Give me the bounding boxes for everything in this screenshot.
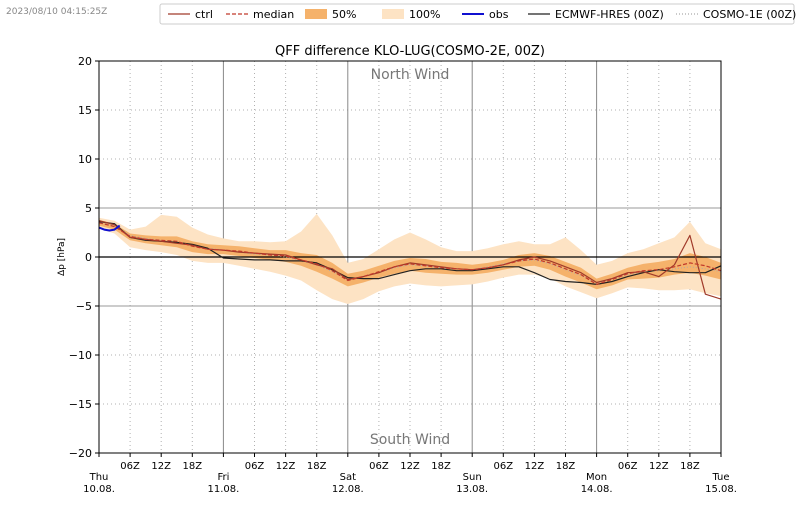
y-tick-label: 20	[78, 55, 92, 68]
x-hour-label: 18Z	[183, 461, 203, 472]
y-tick-label: −15	[69, 398, 92, 411]
legend-item-ctrl: ctrl	[168, 8, 213, 21]
legend-label: 50%	[332, 8, 356, 21]
x-hour-label: 06Z	[618, 461, 638, 472]
y-tick-label: 15	[78, 104, 92, 117]
legend-label: ECMWF-HRES (00Z)	[555, 8, 664, 21]
legend-item-obs: obs	[462, 8, 509, 21]
y-tick-label: −10	[69, 349, 92, 362]
x-axis: 06Z 12Z 18Z 06Z 12Z 18Z 06Z 12Z 18Z 06Z 12Z 18Z 06Z 1…	[83, 453, 737, 495]
x-day-label: Sat	[340, 472, 356, 483]
x-hour-label: 12Z	[525, 461, 545, 472]
x-date-label: 11.08.	[207, 484, 239, 495]
y-tick-label: −5	[76, 300, 92, 313]
x-day-label: Fri	[217, 472, 229, 483]
y-tick-label: 10	[78, 153, 92, 166]
y-axis-label: Δp [hPa]	[57, 238, 67, 276]
x-date-label: 14.08.	[581, 484, 613, 495]
series-median	[99, 222, 721, 285]
x-hour-label: 18Z	[556, 461, 576, 472]
band-50-percent	[99, 219, 721, 290]
legend-label: ctrl	[195, 8, 213, 21]
x-date-label: 15.08.	[705, 484, 737, 495]
x-day-label: Mon	[586, 472, 607, 483]
legend-label: COSMO-1E (00Z)	[703, 8, 796, 21]
x-hour-label: 06Z	[245, 461, 265, 472]
x-day-label: Thu	[89, 472, 109, 483]
x-day-label: Tue	[711, 472, 729, 483]
x-hour-label: 12Z	[276, 461, 296, 472]
timestamp: 2023/08/10 04:15:25Z	[6, 7, 108, 17]
x-hour-label: 18Z	[431, 461, 451, 472]
legend-item-ecmwf: ECMWF-HRES (00Z)	[528, 8, 664, 21]
series-ecmwf-hres	[99, 221, 721, 285]
x-hour-label: 12Z	[649, 461, 669, 472]
legend-label: median	[253, 8, 294, 21]
x-day-label: Sun	[463, 472, 482, 483]
chart-title: QFF difference KLO-LUG(COSMO-2E, 00Z)	[275, 44, 545, 59]
y-tick-label: −20	[69, 447, 92, 460]
x-hour-label: 18Z	[680, 461, 700, 472]
x-date-label: 12.08.	[332, 484, 364, 495]
annotation-north-wind: North Wind	[371, 67, 450, 83]
x-hour-label: 06Z	[369, 461, 389, 472]
legend-item-cosmo1e: COSMO-1E (00Z)	[676, 8, 796, 21]
annotation-south-wind: South Wind	[370, 432, 450, 448]
x-hour-label: 18Z	[307, 461, 327, 472]
legend-item-p50: 50%	[305, 8, 356, 21]
x-date-label: 10.08.	[83, 484, 115, 495]
legend-item-p100: 100%	[382, 8, 440, 21]
series-obs	[99, 224, 121, 232]
y-tick-label: 0	[85, 251, 92, 264]
x-hour-label: 12Z	[151, 461, 171, 472]
x-hour-label: 12Z	[400, 461, 420, 472]
legend: ctrl median 50% 100% obs ECMWF-HRES (00Z) COSM…	[159, 3, 796, 25]
series-cosmo1e	[99, 222, 721, 284]
legend-item-median: median	[226, 8, 294, 21]
legend-swatch	[305, 9, 327, 19]
y-tick-label: 5	[85, 202, 92, 215]
legend-swatch	[382, 9, 404, 19]
legend-label: obs	[489, 8, 509, 21]
x-hour-label: 06Z	[494, 461, 514, 472]
x-date-label: 13.08.	[456, 484, 488, 495]
x-hour-label: 06Z	[120, 461, 140, 472]
y-axis: 20 15 10 5 0 −5 −10 −15 −20 Δp [hPa]	[57, 55, 99, 460]
legend-label: 100%	[409, 8, 440, 21]
